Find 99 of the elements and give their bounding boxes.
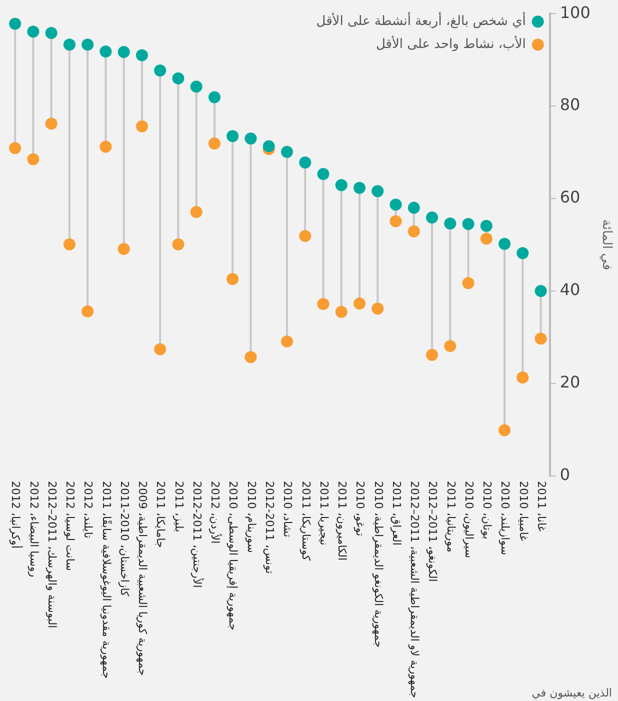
x-tick-label: كوستاريكا، 2011 [299, 481, 312, 562]
x-tick-label: العراق، 2011 [390, 481, 403, 546]
point [480, 232, 492, 245]
y-tick-label: 100 [560, 2, 590, 22]
point [317, 168, 330, 180]
point [154, 64, 166, 76]
point [154, 343, 166, 356]
x-tick-label: بوتان، 2010 [480, 481, 494, 540]
point [444, 340, 456, 352]
point [63, 238, 76, 250]
x-axis-title: الذين يعيشون في [532, 686, 612, 700]
point [426, 212, 438, 224]
y-tick-label: 20 [560, 372, 580, 392]
point [462, 277, 474, 290]
x-tick-label: كازاخستان، 2010-2011 [118, 481, 131, 598]
y-axis-title: في المائة [598, 219, 614, 270]
point [462, 218, 474, 230]
point [516, 372, 529, 384]
y-tick-label: 80 [560, 95, 580, 114]
x-tick-label: جمهورية الكونغو الديمقراطية، 2010 [372, 481, 385, 648]
point [208, 138, 220, 150]
point [172, 238, 184, 250]
point [100, 140, 112, 153]
x-tick-label: البوسنة والهرسك، 2011–2012 [45, 481, 58, 628]
point [335, 306, 348, 318]
point [208, 91, 220, 104]
point [390, 198, 402, 211]
x-tick-label: غانا، 2011 [534, 481, 548, 532]
x-tick-label: بليز، 2011 [172, 481, 186, 532]
point [27, 26, 40, 38]
point [45, 27, 58, 40]
point [172, 72, 184, 84]
x-tick-label: موريتانيا، 2011 [444, 481, 458, 553]
x-tick-label: سانت لوسيا، 2012 [64, 481, 77, 571]
point [136, 49, 148, 62]
x-tick-label: توغو، 2010 [354, 481, 367, 536]
point [516, 247, 529, 260]
point [372, 185, 384, 198]
point [408, 202, 420, 214]
x-tick-label: تشاد، 2010 [281, 481, 294, 538]
point [63, 38, 76, 51]
point [372, 302, 384, 315]
y-tick-label: 0 [560, 465, 570, 484]
x-tick-label: جمهورية مقدونيا اليوغوسلافية سابقًا، 2011 [100, 481, 113, 679]
point [100, 46, 112, 58]
point [280, 146, 293, 158]
x-tick-label: الكاميرون، 2011 [336, 481, 349, 561]
x-tick-label: سوازيلند، 2010 [498, 481, 512, 556]
x-tick-label: الكونغو، 2011–2012 [426, 481, 440, 582]
point [226, 273, 239, 286]
x-tick-label: تونس، 2011-2012 [263, 481, 276, 574]
point [390, 215, 402, 228]
point [226, 130, 239, 142]
point [190, 80, 202, 93]
point [317, 298, 330, 310]
x-tick-label: الأرجنتين، 2011-2012 [190, 481, 204, 588]
x-tick-label: جامايكا، 2011 [154, 481, 168, 548]
point [354, 298, 366, 310]
x-tick-label: سورينام، 2010 [244, 481, 258, 553]
x-tick-label: جمهورية لاو الديمقراطية الشعبية، 2011–2012 [408, 481, 422, 698]
point [480, 220, 492, 232]
point [190, 206, 202, 218]
x-tick-label: سيراليون، 2010 [462, 481, 476, 558]
point [82, 38, 94, 51]
point [299, 230, 312, 242]
point [262, 140, 275, 152]
x-tick-label: نيجيريا، 2011 [317, 481, 330, 546]
point [136, 120, 148, 132]
point [444, 218, 456, 230]
y-tick-label: 40 [560, 280, 580, 300]
y-tick-label: 60 [560, 188, 580, 207]
point [118, 46, 130, 58]
point [27, 153, 40, 166]
point [534, 285, 547, 298]
x-tick-label: جمهورية كوريا الشعبية الديمقراطية، 2009 [136, 481, 150, 676]
legend-label: أي شخص بالغ، أربعة أنشطة على الأقل [316, 12, 526, 29]
x-tick-label: الأردن، 2012 [208, 481, 223, 544]
point [354, 182, 366, 194]
x-tick-label: جمهورية إفريقيا الوسطى، 2010 [226, 481, 240, 630]
point [498, 424, 511, 436]
point [335, 179, 348, 192]
x-tick-label: غامبيا، 2010 [516, 481, 530, 542]
point [82, 305, 94, 318]
point [426, 348, 438, 361]
point [9, 142, 22, 154]
point [9, 18, 22, 30]
point [244, 351, 257, 364]
legend-label: الأب، نشاط واحد على الأقل [376, 34, 526, 52]
point [45, 118, 58, 130]
point [299, 156, 312, 168]
point [534, 332, 547, 345]
x-tick-label: روسيا البيضاء، 2012 [27, 481, 40, 578]
point [118, 242, 130, 255]
point [244, 132, 257, 144]
point [408, 225, 420, 238]
x-tick-label: تايلند، 2012 [82, 481, 95, 538]
point [280, 335, 293, 348]
point [498, 238, 511, 250]
x-tick-label: أوكرانيا، 2012 [9, 481, 24, 549]
